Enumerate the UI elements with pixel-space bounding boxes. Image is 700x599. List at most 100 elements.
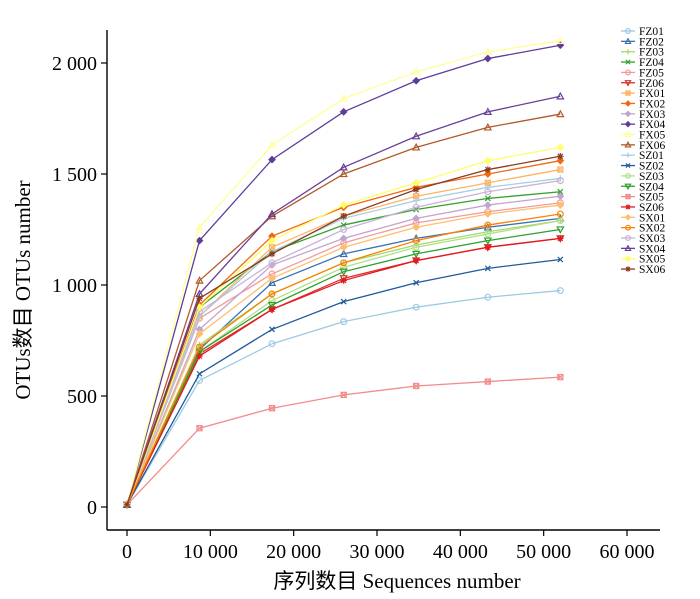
point-marker — [268, 290, 276, 298]
point-marker — [624, 37, 632, 45]
point-marker — [625, 69, 631, 76]
point-marker — [412, 237, 420, 245]
legend-item-fz04: FZ04 — [621, 57, 664, 69]
point-marker — [195, 276, 204, 284]
legend-label: SZ06 — [639, 202, 664, 214]
point-marker — [483, 237, 493, 246]
legend-label: FX06 — [639, 140, 665, 152]
point-marker — [340, 277, 347, 284]
y-tick-label: 500 — [67, 386, 97, 408]
legend-label: FX04 — [639, 119, 665, 131]
point-marker — [412, 214, 421, 223]
point-marker — [556, 192, 565, 201]
legend-label: SX03 — [639, 233, 665, 245]
x-tick-label: 20 000 — [266, 541, 321, 563]
legend-item-sx03: SX03 — [621, 233, 665, 245]
legend-label: FX01 — [639, 88, 665, 100]
series-sx01 — [123, 201, 565, 509]
series-line — [126, 177, 561, 506]
point-marker — [557, 256, 564, 263]
point-marker — [556, 226, 565, 234]
point-marker — [624, 255, 632, 263]
point-marker — [196, 425, 203, 432]
series-line — [126, 146, 561, 506]
legend-label: FZ06 — [639, 78, 664, 90]
legend-item-sz04: SZ04 — [621, 181, 664, 193]
y-tick-label: 1 000 — [52, 275, 97, 297]
point-marker — [413, 279, 420, 286]
point-marker — [268, 155, 276, 164]
point-marker — [195, 222, 204, 231]
legend-item-sx06: SX06 — [621, 264, 665, 276]
point-marker — [624, 183, 632, 191]
y-tick-label: 0 — [87, 497, 97, 519]
point-marker — [412, 76, 421, 85]
point-marker — [625, 204, 631, 210]
legend-label: SZ02 — [639, 161, 664, 173]
legend-label: FZ05 — [639, 67, 664, 79]
legend-label: SX04 — [639, 243, 665, 255]
point-marker — [196, 370, 203, 377]
point-marker — [624, 80, 632, 87]
point-marker — [624, 213, 632, 221]
series-line — [126, 40, 561, 505]
point-marker — [557, 166, 564, 173]
point-marker — [483, 170, 492, 178]
series-line — [126, 113, 561, 505]
point-marker — [625, 224, 631, 231]
point-marker — [483, 210, 492, 218]
point-marker — [340, 259, 348, 267]
series-sz05 — [123, 373, 564, 508]
point-marker — [556, 210, 564, 218]
legend-item-fx03: FX03 — [621, 109, 665, 121]
series-line — [126, 180, 561, 506]
point-marker — [195, 236, 204, 245]
point-marker — [267, 209, 277, 218]
legend-item-fx02: FX02 — [621, 98, 665, 110]
point-marker — [484, 188, 492, 196]
point-marker — [625, 193, 631, 200]
point-marker — [625, 266, 631, 272]
legend-label: FX02 — [639, 98, 665, 110]
point-marker — [625, 90, 631, 96]
point-marker — [339, 94, 348, 102]
point-marker — [624, 110, 632, 118]
legend-label: FZ02 — [639, 36, 664, 48]
point-marker — [411, 131, 421, 140]
point-marker — [483, 156, 492, 165]
legend-label: SZ03 — [639, 171, 664, 183]
series-line — [126, 228, 561, 506]
legend: FZ01FZ02FZ03FZ04FZ05FZ06FX01FX02FX03FX04… — [621, 26, 665, 276]
point-marker — [412, 203, 420, 211]
point-marker — [625, 49, 631, 55]
legend-label: SZ05 — [639, 192, 664, 204]
point-marker — [624, 244, 632, 252]
x-tick-label: 40 000 — [433, 541, 488, 563]
legend-label: SX02 — [639, 223, 665, 235]
point-marker — [484, 378, 491, 385]
point-marker — [556, 36, 565, 44]
legend-label: SZ04 — [639, 181, 664, 193]
point-marker — [556, 91, 565, 100]
y-ticks: 0 500 1 000 1 500 2 000 — [52, 53, 107, 519]
legend-item-sz01: SZ01 — [621, 150, 664, 162]
legend-item-sx05: SX05 — [621, 254, 665, 266]
point-marker — [268, 297, 276, 305]
legend-item-sx04: SX04 — [621, 243, 665, 255]
legend-label: FZ03 — [639, 47, 664, 59]
point-marker — [557, 373, 564, 381]
series-sx06 — [123, 153, 564, 508]
point-marker — [412, 186, 420, 193]
point-marker — [412, 303, 420, 311]
point-marker — [624, 100, 632, 107]
legend-item-sx01: SX01 — [621, 212, 665, 224]
series-fx03 — [123, 192, 565, 509]
legend-label: SZ01 — [639, 150, 664, 162]
point-marker — [268, 405, 276, 412]
x-axis-title: 序列数目 Sequences number — [273, 569, 520, 593]
legend-label: SX05 — [639, 254, 665, 266]
point-marker — [339, 234, 348, 243]
point-marker — [556, 41, 565, 50]
point-marker — [557, 153, 564, 160]
